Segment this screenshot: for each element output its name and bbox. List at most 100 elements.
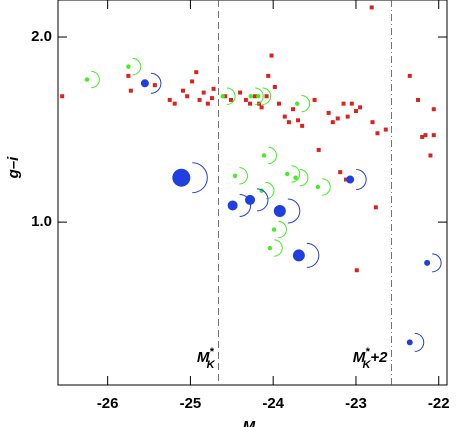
reference-label: M* K+2 xyxy=(353,346,388,371)
point xyxy=(264,94,269,99)
point xyxy=(190,79,195,84)
point xyxy=(338,170,343,175)
point xyxy=(282,114,287,119)
point xyxy=(358,105,363,110)
point xyxy=(252,94,257,99)
point xyxy=(167,97,172,102)
point xyxy=(128,88,133,93)
point xyxy=(271,227,277,232)
point-arc xyxy=(274,239,283,257)
point-arc xyxy=(322,178,331,196)
point xyxy=(354,268,359,273)
point xyxy=(60,94,65,99)
reference-label-sup: * xyxy=(209,346,214,358)
point xyxy=(428,153,433,158)
point xyxy=(423,133,428,138)
point xyxy=(84,77,90,82)
point xyxy=(211,86,216,91)
point xyxy=(424,259,431,266)
point-arc xyxy=(268,146,277,165)
point xyxy=(316,147,321,152)
point xyxy=(172,101,177,106)
point xyxy=(172,168,191,187)
point xyxy=(344,177,349,182)
point xyxy=(286,120,291,125)
point-arc xyxy=(432,253,442,273)
point xyxy=(248,94,254,99)
point xyxy=(180,88,185,93)
point xyxy=(420,134,425,139)
y-axis-label: g–i xyxy=(5,156,22,180)
point-arc xyxy=(356,169,367,191)
point xyxy=(353,109,358,114)
point-arc xyxy=(91,70,100,89)
point xyxy=(140,79,149,88)
point xyxy=(330,120,335,125)
point xyxy=(292,249,305,262)
point xyxy=(300,123,305,128)
point xyxy=(256,94,261,99)
reference-label: M* K xyxy=(197,346,216,371)
point xyxy=(285,171,290,177)
point xyxy=(227,200,238,211)
point xyxy=(293,175,298,180)
point xyxy=(152,83,157,88)
point xyxy=(266,73,271,78)
point xyxy=(431,133,436,138)
x-axis-label-sub: K xyxy=(255,426,263,427)
point xyxy=(431,107,436,112)
point-arc xyxy=(226,87,236,105)
x-axis-label-main: M xyxy=(243,418,256,427)
point xyxy=(294,101,300,106)
point xyxy=(220,94,225,99)
point-arc xyxy=(301,94,311,113)
point xyxy=(375,131,380,136)
point xyxy=(267,245,273,251)
point xyxy=(369,5,374,10)
point-arc xyxy=(291,165,301,183)
x-tick-label: -23 xyxy=(345,395,367,412)
reference-label-main: M xyxy=(197,349,210,366)
point xyxy=(197,97,202,102)
point xyxy=(416,97,421,102)
point xyxy=(194,70,199,75)
point-arc xyxy=(254,87,264,105)
point xyxy=(312,97,317,102)
x-tick-label: -22 xyxy=(428,395,450,412)
y-tick-label: 2.0 xyxy=(31,28,52,45)
point xyxy=(269,53,274,58)
x-tick-label: -25 xyxy=(180,395,202,412)
point-arc xyxy=(256,188,269,212)
point-arc xyxy=(239,167,248,185)
point-arc xyxy=(150,72,162,94)
reference-label-suffix: +2 xyxy=(370,349,388,366)
point xyxy=(341,101,346,106)
point xyxy=(383,127,388,132)
point-arc xyxy=(299,168,309,187)
point-arc xyxy=(306,242,320,268)
point xyxy=(273,205,286,218)
point xyxy=(349,101,354,106)
point xyxy=(346,175,355,184)
point xyxy=(276,101,281,106)
point xyxy=(259,105,264,110)
point xyxy=(205,101,210,106)
point xyxy=(407,73,412,78)
point xyxy=(238,90,243,95)
point xyxy=(370,120,375,125)
point-arc xyxy=(239,193,252,217)
point-arc xyxy=(192,162,208,194)
point xyxy=(201,90,206,95)
point xyxy=(185,94,190,99)
x-axis-label: MK xyxy=(243,418,264,427)
plot-frame xyxy=(57,0,448,386)
point xyxy=(126,73,131,78)
x-tick-label: -26 xyxy=(97,395,119,412)
point xyxy=(272,84,277,89)
point xyxy=(245,194,256,205)
point xyxy=(243,97,248,102)
point-arc xyxy=(265,181,275,200)
point xyxy=(291,107,296,112)
x-tick-label: -24 xyxy=(262,395,284,412)
